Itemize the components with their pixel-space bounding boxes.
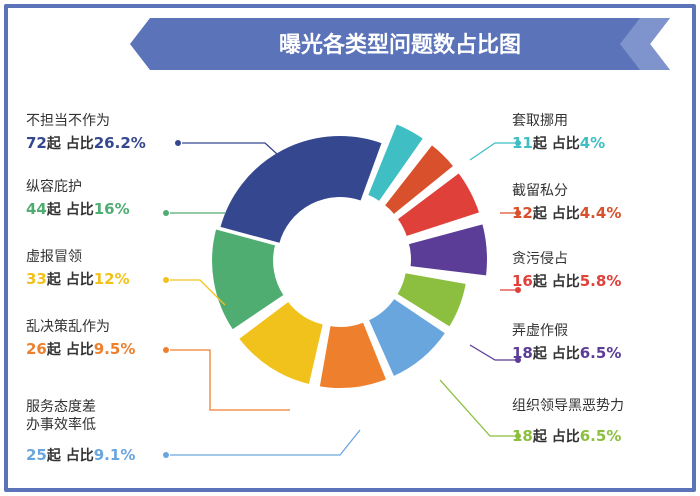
slice-count: 16: [512, 272, 533, 290]
donut-slice: [382, 142, 456, 217]
slice-value-label: 18起 占比6.5%: [512, 344, 621, 363]
leader-dot: [515, 140, 521, 146]
slice-category-line: 乱决策乱作为: [26, 319, 110, 335]
donut-slice: [395, 170, 482, 239]
leader-dot: [515, 433, 521, 439]
leader-line: [170, 279, 226, 306]
donut-slice: [317, 320, 389, 390]
slice-category-label: 纵容庇护: [26, 178, 82, 196]
slice-unit-text: 起 占比: [532, 274, 580, 290]
leader-line: [469, 344, 518, 361]
slice-category-line: 弄虚作假: [512, 323, 568, 339]
slice-count: 18: [512, 427, 533, 445]
leader-line: [170, 429, 361, 456]
slice-category-label: 乱决策乱作为: [26, 318, 110, 336]
slice-category-line: 组织领导黑恶势力: [512, 398, 624, 414]
slice-percent: 26.2%: [93, 134, 146, 152]
leader-line: [182, 142, 301, 176]
slice-percent: 4.4%: [579, 204, 622, 222]
chart-title: 曝光各类型问题数占比图: [279, 32, 521, 58]
donut-slice: [218, 134, 385, 246]
slice-unit-text: 起 占比: [46, 136, 94, 152]
slice-unit-text: 起 占比: [46, 342, 94, 358]
donut-hole: [279, 199, 401, 321]
slice-category-label: 服务态度差办事效率低: [26, 398, 96, 434]
slice-category-label: 贪污侵占: [512, 250, 568, 268]
donut-slice: [236, 299, 326, 387]
slice-unit-text: 起 占比: [532, 206, 580, 222]
slice-category-line: 虚报冒领: [26, 249, 82, 265]
slice-category-label: 弄虚作假: [512, 322, 568, 340]
leader-dot: [163, 277, 169, 283]
slice-unit-text: 起 占比: [46, 272, 94, 288]
slice-count: 26: [26, 340, 47, 358]
leader-dot: [163, 210, 169, 216]
slice-value-label: 26起 占比9.5%: [26, 340, 135, 359]
slice-count: 18: [512, 344, 533, 362]
slice-count: 25: [26, 446, 47, 464]
slice-count: 33: [26, 270, 47, 288]
leader-line: [170, 349, 290, 411]
slice-category-line: 纵容庇护: [26, 179, 82, 195]
donut-slice: [366, 296, 448, 379]
slice-unit-text: 起 占比: [532, 429, 580, 445]
leader-line: [469, 142, 518, 161]
slice-percent: 6.5%: [579, 344, 622, 362]
leader-dot: [163, 452, 169, 458]
slice-category-line: 不担当不作为: [26, 113, 110, 129]
donut-slice: [394, 271, 468, 330]
slice-category-label: 不担当不作为: [26, 112, 110, 130]
slice-percent: 16%: [93, 200, 130, 218]
slice-category-line: 套取挪用: [512, 113, 568, 129]
leader-dot: [163, 347, 169, 353]
slice-value-label: 33起 占比12%: [26, 270, 130, 289]
slice-unit-text: 起 占比: [46, 448, 94, 464]
slice-percent: 12%: [93, 270, 130, 288]
slice-unit-text: 起 占比: [532, 136, 580, 152]
donut-slice: [365, 121, 426, 204]
slice-count: 44: [26, 200, 47, 218]
slice-category-label: 套取挪用: [512, 112, 568, 130]
slice-unit-text: 起 占比: [532, 346, 580, 362]
leader-dot: [515, 210, 521, 216]
slice-value-label: 44起 占比16%: [26, 200, 130, 219]
slice-value-label: 25起 占比9.1%: [26, 446, 135, 465]
slice-percent: 9.5%: [93, 340, 136, 358]
slice-category-line: 服务态度差: [26, 399, 96, 415]
title-banner-stripe: [620, 18, 670, 70]
slice-category-line: 贪污侵占: [512, 251, 568, 267]
slice-percent: 9.1%: [93, 446, 136, 464]
slice-percent: 4%: [579, 134, 606, 152]
slice-category-label: 虚报冒领: [26, 248, 82, 266]
leader-line: [439, 379, 518, 437]
leader-dot: [175, 140, 181, 146]
slice-value-label: 11起 占比4%: [512, 134, 605, 153]
slice-value-label: 18起 占比6.5%: [512, 427, 621, 446]
slice-category-label: 组织领导黑恶势力: [512, 397, 624, 415]
slice-category-line: 截留私分: [512, 183, 568, 199]
slice-count: 72: [26, 134, 47, 152]
leader-dot: [515, 357, 521, 363]
leader-dot: [515, 287, 521, 293]
title-banner: [130, 18, 670, 70]
donut-slice: [210, 227, 287, 332]
slice-value-label: 16起 占比5.8%: [512, 272, 621, 291]
slice-percent: 6.5%: [579, 427, 622, 445]
slice-unit-text: 起 占比: [46, 202, 94, 218]
slice-category-line: 办事效率低: [26, 417, 96, 433]
slice-count: 12: [512, 204, 533, 222]
slice-value-label: 12起 占比4.4%: [512, 204, 621, 223]
slice-count: 11: [512, 134, 533, 152]
slice-category-label: 截留私分: [512, 182, 568, 200]
slice-percent: 5.8%: [579, 272, 622, 290]
donut-slice: [406, 221, 489, 278]
slice-value-label: 72起 占比26.2%: [26, 134, 146, 153]
